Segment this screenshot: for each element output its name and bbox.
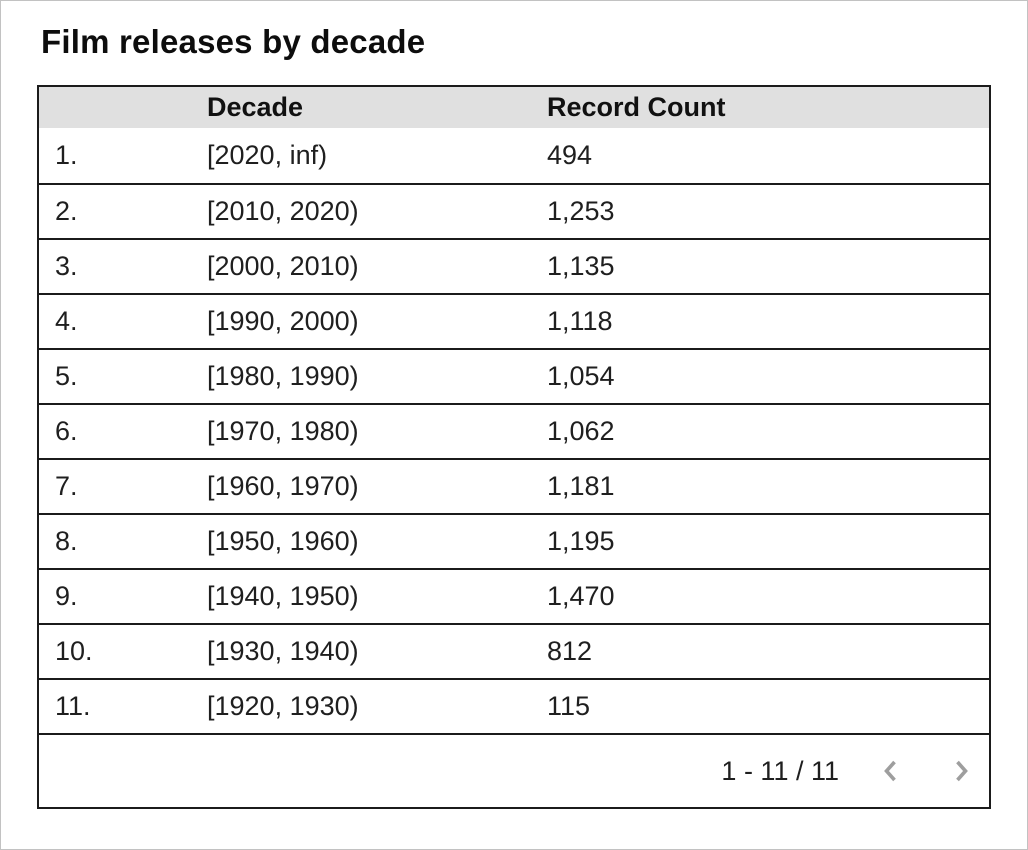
- pagination-prev-button[interactable]: [867, 747, 915, 795]
- row-index: 1.: [55, 140, 78, 170]
- row-count: 1,135: [547, 251, 615, 281]
- row-count: 1,054: [547, 361, 615, 391]
- row-count: 494: [547, 140, 593, 170]
- row-index: 4.: [55, 306, 78, 336]
- chart-title: Film releases by decade: [41, 23, 426, 60]
- row-decade: [2000, 2010): [207, 251, 359, 281]
- row-decade: [1960, 1970): [207, 471, 359, 501]
- row-count: 812: [547, 636, 593, 666]
- table-row: 8. [1950, 1960) 1,195: [39, 513, 989, 568]
- row-count: 1,062: [547, 416, 615, 446]
- row-decade: [1980, 1990): [207, 361, 359, 391]
- row-count: 1,118: [547, 306, 613, 336]
- table-row: 3. [2000, 2010) 1,135: [39, 238, 989, 293]
- row-count: 1,253: [547, 196, 615, 226]
- decade-table: Decade Record Count 1. [2020, inf) 494 2…: [37, 85, 991, 809]
- table-row: 10. [1930, 1940) 812: [39, 623, 989, 678]
- row-index: 3.: [55, 251, 78, 281]
- table-row: 4. [1990, 2000) 1,118: [39, 293, 989, 348]
- pagination-next-button[interactable]: [937, 747, 985, 795]
- row-index: 11.: [55, 691, 91, 721]
- row-index: 7.: [55, 471, 78, 501]
- row-decade: [1990, 2000): [207, 306, 359, 336]
- row-decade: [1920, 1930): [207, 691, 359, 721]
- row-decade: [1940, 1950): [207, 581, 359, 611]
- row-count: 1,181: [547, 471, 615, 501]
- row-decade: [2020, inf): [207, 140, 328, 170]
- table-row: 5. [1980, 1990) 1,054: [39, 348, 989, 403]
- row-decade: [2010, 2020): [207, 196, 359, 226]
- table-row: 2. [2010, 2020) 1,253: [39, 183, 989, 238]
- row-index: 9.: [55, 581, 78, 611]
- table-row: 7. [1960, 1970) 1,181: [39, 458, 989, 513]
- pagination-range: 1 - 11 / 11: [721, 755, 839, 786]
- table-header-row: Decade Record Count: [39, 87, 989, 128]
- table-row: 9. [1940, 1950) 1,470: [39, 568, 989, 623]
- row-decade: [1950, 1960): [207, 526, 359, 556]
- table-body: 1. [2020, inf) 494 2. [2010, 2020) 1,253…: [39, 128, 989, 733]
- row-index: 6.: [55, 416, 78, 446]
- row-index: 5.: [55, 361, 78, 391]
- row-index: 8.: [55, 526, 78, 556]
- row-count: 1,470: [547, 581, 615, 611]
- row-index: 10.: [55, 636, 93, 666]
- table-row: 1. [2020, inf) 494: [39, 128, 989, 183]
- row-index: 2.: [55, 196, 78, 226]
- chevron-left-icon: [877, 757, 905, 785]
- table-row: 6. [1970, 1980) 1,062: [39, 403, 989, 458]
- column-header-decade[interactable]: Decade: [207, 92, 304, 122]
- row-decade: [1930, 1940): [207, 636, 359, 666]
- column-header-record-count[interactable]: Record Count: [547, 92, 726, 122]
- chevron-right-icon: [947, 757, 975, 785]
- row-count: 115: [547, 691, 591, 721]
- table-footer: 1 - 11 / 11: [39, 733, 989, 807]
- row-count: 1,195: [547, 526, 615, 556]
- row-decade: [1970, 1980): [207, 416, 359, 446]
- table-row: 11. [1920, 1930) 115: [39, 678, 989, 733]
